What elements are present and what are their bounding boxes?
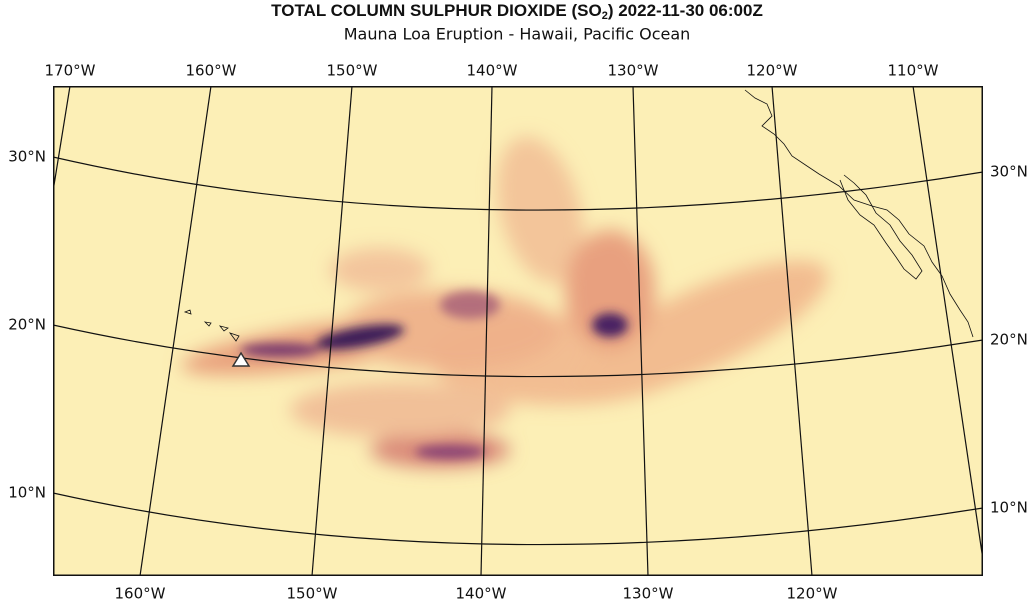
lon-label: 120°W: [747, 62, 798, 80]
volcano-marker: [231, 351, 251, 367]
lon-label: 140°W: [467, 62, 518, 80]
title: TOTAL COLUMN SULPHUR DIOXIDE (SO2) 2022-…: [271, 1, 763, 21]
lon-label: 130°W: [608, 62, 659, 80]
top-labels: 170°W 160°W 150°W 140°W 130°W 120°W 110°…: [45, 62, 939, 80]
lat-label: 10°N: [8, 484, 46, 502]
lat-label: 30°N: [8, 148, 46, 166]
subtitle: Mauna Loa Eruption - Hawaii, Pacific Oce…: [344, 25, 691, 44]
lon-label: 110°W: [888, 62, 939, 80]
lon-label: 150°W: [327, 62, 378, 80]
lat-label: 30°N: [990, 163, 1028, 181]
lon-label: 130°W: [623, 585, 674, 603]
lon-label: 170°W: [45, 62, 96, 80]
right-labels: 30°N 20°N 10°N: [990, 163, 1028, 517]
title-subscript: 2: [602, 10, 608, 22]
left-labels: 30°N 20°N 10°N: [8, 148, 46, 502]
lon-label: 160°W: [115, 585, 166, 603]
lat-label: 20°N: [8, 316, 46, 334]
bottom-labels: 160°W 150°W 140°W 130°W 120°W: [115, 585, 838, 603]
graticule: [53, 86, 983, 576]
lon-label: 120°W: [787, 585, 838, 603]
map-area: [53, 86, 983, 576]
coastline: [183, 89, 974, 342]
title-text: TOTAL COLUMN SULPHUR DIOXIDE (SO: [271, 1, 602, 20]
title-suffix: ) 2022-11-30 06:00Z: [608, 1, 763, 20]
lon-label: 140°W: [456, 585, 507, 603]
lat-label: 10°N: [990, 499, 1028, 517]
plume: [181, 136, 829, 468]
lat-label: 20°N: [990, 331, 1028, 349]
lon-label: 150°W: [287, 585, 338, 603]
lon-label: 160°W: [186, 62, 237, 80]
